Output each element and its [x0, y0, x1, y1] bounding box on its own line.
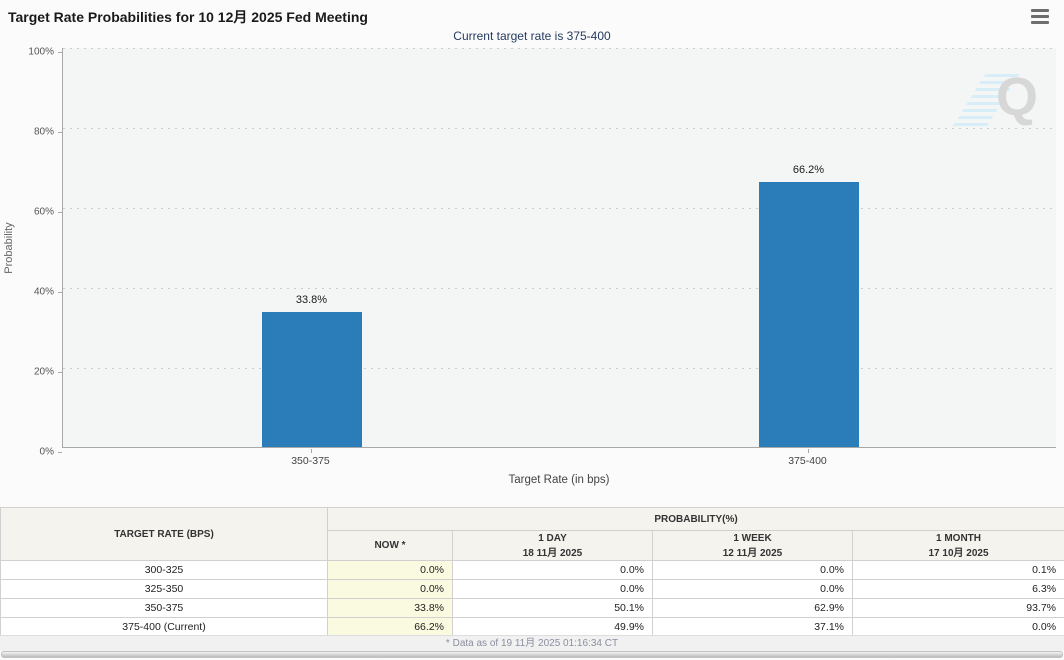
- x-tick-label: 350-375: [291, 455, 330, 467]
- quikstrike-watermark: Q: [950, 67, 1038, 132]
- hamburger-bar: [1031, 15, 1049, 18]
- table-row: 325-350 0.0% 0.0% 0.0% 6.3%: [0, 579, 1064, 599]
- watermark-q-logo: Q: [995, 67, 1038, 127]
- prob-1-week: 0.0%: [652, 560, 853, 580]
- rate-label: 375-400 (Current): [0, 617, 328, 637]
- gridline: [63, 128, 1056, 129]
- col-header-1-day: 1 DAY 18 11月 2025: [452, 530, 653, 561]
- x-axis-title: Target Rate (in bps): [508, 474, 610, 486]
- col-header-target-rate: TARGET RATE (BPS): [0, 507, 328, 561]
- y-tick-label: 100%: [28, 46, 54, 58]
- prob-now: 33.8%: [327, 598, 453, 618]
- y-tick-mark: [58, 52, 62, 53]
- col-header-1-week: 1 WEEK 12 11月 2025: [652, 530, 853, 561]
- prob-now: 0.0%: [327, 579, 453, 599]
- gridline: [63, 208, 1056, 209]
- col-header-line1: NOW *: [374, 540, 406, 551]
- prob-1-day: 49.9%: [452, 617, 653, 637]
- prob-1-month: 0.1%: [851, 560, 1064, 580]
- plot-area: Q 33.8% 66.2%: [62, 48, 1056, 448]
- y-tick-label: 20%: [33, 366, 54, 378]
- y-tick-label: 80%: [33, 126, 54, 138]
- x-tick-label: 375-400: [788, 455, 827, 467]
- y-tick-label: 60%: [33, 206, 54, 218]
- bar-value-label: 33.8%: [295, 293, 328, 306]
- y-tick-label: 40%: [33, 286, 54, 298]
- prob-1-month: 6.3%: [851, 579, 1064, 599]
- col-group-header-probability: PROBABILITY(%): [326, 507, 1064, 531]
- prob-now: 0.0%: [327, 560, 453, 580]
- table-row: 350-375 33.8% 50.1% 62.9% 93.7%: [0, 598, 1064, 618]
- x-tick-mark: [807, 449, 809, 453]
- current-target-rate-subtitle: Current target rate is 375-400: [453, 29, 611, 43]
- bar-375-400: [758, 182, 859, 447]
- data-as-of-note: * Data as of 19 11月 2025 01:16:34 CT: [0, 635, 1064, 651]
- col-header-line2: 18 11月 2025: [522, 547, 583, 559]
- prob-1-day: 0.0%: [452, 560, 653, 580]
- gridline: [63, 288, 1056, 289]
- probability-bar-chart: Probability 0% 20% 40% 60% 80% 100% Q 33.8% 66…: [0, 44, 1064, 507]
- y-tick-mark: [58, 212, 62, 213]
- col-header-1-month: 1 MONTH 17 10月 2025: [851, 530, 1064, 561]
- prob-1-day: 50.1%: [452, 598, 653, 618]
- col-header-line1: 1 MONTH: [936, 532, 982, 544]
- prob-1-month: 93.7%: [851, 598, 1064, 618]
- col-header-line2: 17 10月 2025: [928, 547, 989, 559]
- hamburger-bar: [1031, 21, 1049, 24]
- prob-1-day: 0.0%: [452, 579, 653, 599]
- hamburger-menu-icon[interactable]: [1031, 9, 1049, 24]
- bar-value-label: 66.2%: [792, 164, 825, 177]
- table-row: 375-400 (Current) 66.2% 49.9% 37.1% 0.0%: [0, 617, 1064, 637]
- y-tick-mark: [58, 132, 62, 133]
- prob-1-month: 0.0%: [851, 617, 1064, 637]
- table-row: 300-325 0.0% 0.0% 0.0% 0.1%: [0, 560, 1064, 580]
- col-header-line1: 1 DAY: [538, 532, 567, 544]
- probability-table: TARGET RATE (BPS) PROBABILITY(%) NOW * 1…: [0, 507, 1064, 637]
- prob-1-week: 62.9%: [652, 598, 853, 618]
- gridline: [63, 368, 1056, 369]
- rate-label: 350-375: [0, 598, 328, 618]
- y-tick-mark: [58, 292, 62, 293]
- col-header-line2: 12 11月 2025: [722, 547, 783, 559]
- gridline: [63, 48, 1056, 49]
- hamburger-bar: [1031, 9, 1049, 12]
- rate-label: 300-325: [0, 560, 328, 580]
- prob-now: 66.2%: [327, 617, 453, 637]
- table-column-header-row: NOW * 1 DAY 18 11月 2025 1 WEEK 12 11月 20…: [1, 530, 1064, 561]
- x-tick-mark: [310, 449, 312, 453]
- bottom-bar: [1, 651, 1063, 658]
- col-header-line1: 1 WEEK: [733, 532, 772, 544]
- page-title: Target Rate Probabilities for 10 12月 202…: [8, 9, 368, 25]
- rate-label: 325-350: [0, 579, 328, 599]
- prob-1-week: 0.0%: [652, 579, 853, 599]
- y-tick-label: 0%: [39, 446, 54, 458]
- y-tick-mark: [58, 452, 62, 453]
- y-axis: 0% 20% 40% 60% 80% 100%: [0, 46, 62, 458]
- y-tick-mark: [58, 372, 62, 373]
- prob-1-week: 37.1%: [652, 617, 853, 637]
- table-group-header-row: TARGET RATE (BPS) PROBABILITY(%): [0, 507, 1064, 561]
- bar-350-375: [261, 311, 362, 447]
- col-header-now: NOW *: [327, 530, 453, 561]
